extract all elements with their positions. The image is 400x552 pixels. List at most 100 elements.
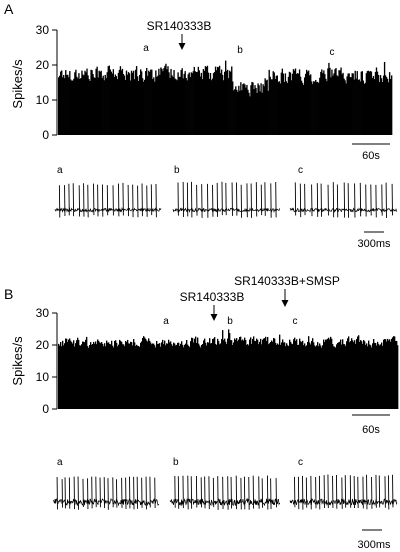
histogram-bar (263, 338, 265, 409)
histogram-bar (103, 346, 105, 409)
panel-a-label: A (4, 1, 14, 17)
histogram-bar (335, 347, 337, 409)
histogram-bar (200, 72, 203, 135)
histogram-bar (322, 345, 324, 409)
histogram-bar (129, 80, 132, 135)
histogram-bar (319, 343, 321, 409)
histogram-bar (296, 73, 299, 135)
histogram-bar (75, 69, 77, 135)
histogram-bar (335, 68, 337, 135)
histogram-bar (109, 344, 111, 409)
histogram-bar (60, 71, 62, 135)
histogram-bar (103, 80, 105, 135)
histogram-bar (240, 82, 242, 135)
histogram-bar (346, 76, 348, 135)
histogram-bar (338, 342, 340, 409)
histogram-bar (217, 338, 219, 409)
histogram-bar (382, 345, 384, 409)
histogram-bar (98, 340, 100, 409)
histogram-bar (122, 73, 125, 135)
histogram-bar (385, 339, 387, 409)
histogram-bar (141, 341, 143, 409)
histogram-bar (234, 338, 236, 409)
histogram-bar (93, 77, 95, 135)
histogram-bar (99, 71, 101, 135)
histogram-bar (142, 337, 144, 409)
histogram-bar (355, 343, 357, 409)
histogram-bar (78, 340, 80, 409)
histogram-bar (276, 75, 278, 135)
histogram-panel-b: 30 20 10 0 Spikes/s SR140333B SR140333B+… (10, 274, 399, 436)
histogram-bar (199, 76, 202, 135)
histogram-bar (180, 343, 182, 409)
histogram-bar (96, 344, 98, 409)
histogram-bar (269, 343, 271, 409)
histogram-bar (131, 72, 134, 135)
histogram-bar (236, 338, 238, 409)
drug-label-a: SR140333B (147, 19, 212, 33)
epoch-label-a-b: b (237, 45, 243, 56)
histogram-bar (368, 340, 370, 409)
histogram-bar (232, 344, 234, 409)
spike-trace-b-c (289, 474, 398, 510)
histogram-bar (183, 347, 185, 409)
histogram-bar (352, 340, 354, 409)
histogram-bar (321, 69, 323, 135)
histogram-bar (58, 343, 60, 409)
histogram-bar (116, 342, 118, 409)
histogram-bar (130, 341, 132, 409)
histogram-bar (263, 86, 265, 135)
histogram-bar (392, 337, 394, 409)
histogram-bar (191, 73, 193, 135)
histogram-bar (74, 346, 76, 409)
histogram-bar (375, 67, 378, 135)
histogram-bar (309, 342, 311, 409)
histogram-bar (101, 342, 103, 409)
histogram-bar (159, 343, 161, 409)
histogram-bar (345, 346, 347, 409)
histogram-bar (65, 338, 67, 409)
histogram-bar (68, 77, 70, 135)
histogram-bar (391, 338, 393, 409)
histogram-bar (231, 340, 233, 409)
histogram-bar (339, 341, 341, 409)
histogram-bar (199, 345, 201, 409)
histogram-bar (91, 344, 93, 409)
histogram-bar (68, 339, 70, 409)
histogram-bar (215, 344, 217, 409)
histogram-bar (148, 70, 150, 135)
histogram-bar (102, 343, 104, 409)
traces-panel-b: a b c 300ms (52, 457, 398, 551)
histogram-bar (186, 80, 188, 135)
histogram-bar (372, 343, 374, 409)
histogram-bar (383, 61, 386, 135)
histogram-bar (120, 340, 122, 409)
histogram-bar (267, 90, 269, 135)
histogram-bar (102, 75, 104, 135)
histogram-bar (132, 345, 134, 409)
histogram-bar (121, 341, 123, 409)
histogram-bar (343, 344, 345, 409)
histogram-bar (134, 342, 136, 409)
histogram-bar (295, 340, 297, 409)
histogram-bar (265, 80, 267, 135)
histogram-bar (308, 336, 310, 409)
histogram-bar (203, 340, 205, 409)
histogram-bar (323, 339, 325, 409)
histogram-bar (234, 89, 236, 135)
histogram-bar (315, 346, 317, 409)
histogram-bar (364, 341, 366, 409)
histogram-bar (327, 338, 329, 409)
histogram-bar (211, 78, 214, 135)
histogram-bar (224, 338, 226, 409)
histogram-bar (167, 66, 169, 135)
histogram-bar (175, 345, 177, 409)
histogram-bar (133, 79, 136, 135)
histogram-bar (353, 79, 355, 135)
histogram-bar (291, 343, 293, 409)
histogram-bar (288, 346, 290, 409)
histogram-bar (169, 342, 171, 409)
histogram-bar (351, 338, 353, 409)
histogram-bar (379, 345, 381, 409)
histogram-bar (222, 80, 225, 135)
